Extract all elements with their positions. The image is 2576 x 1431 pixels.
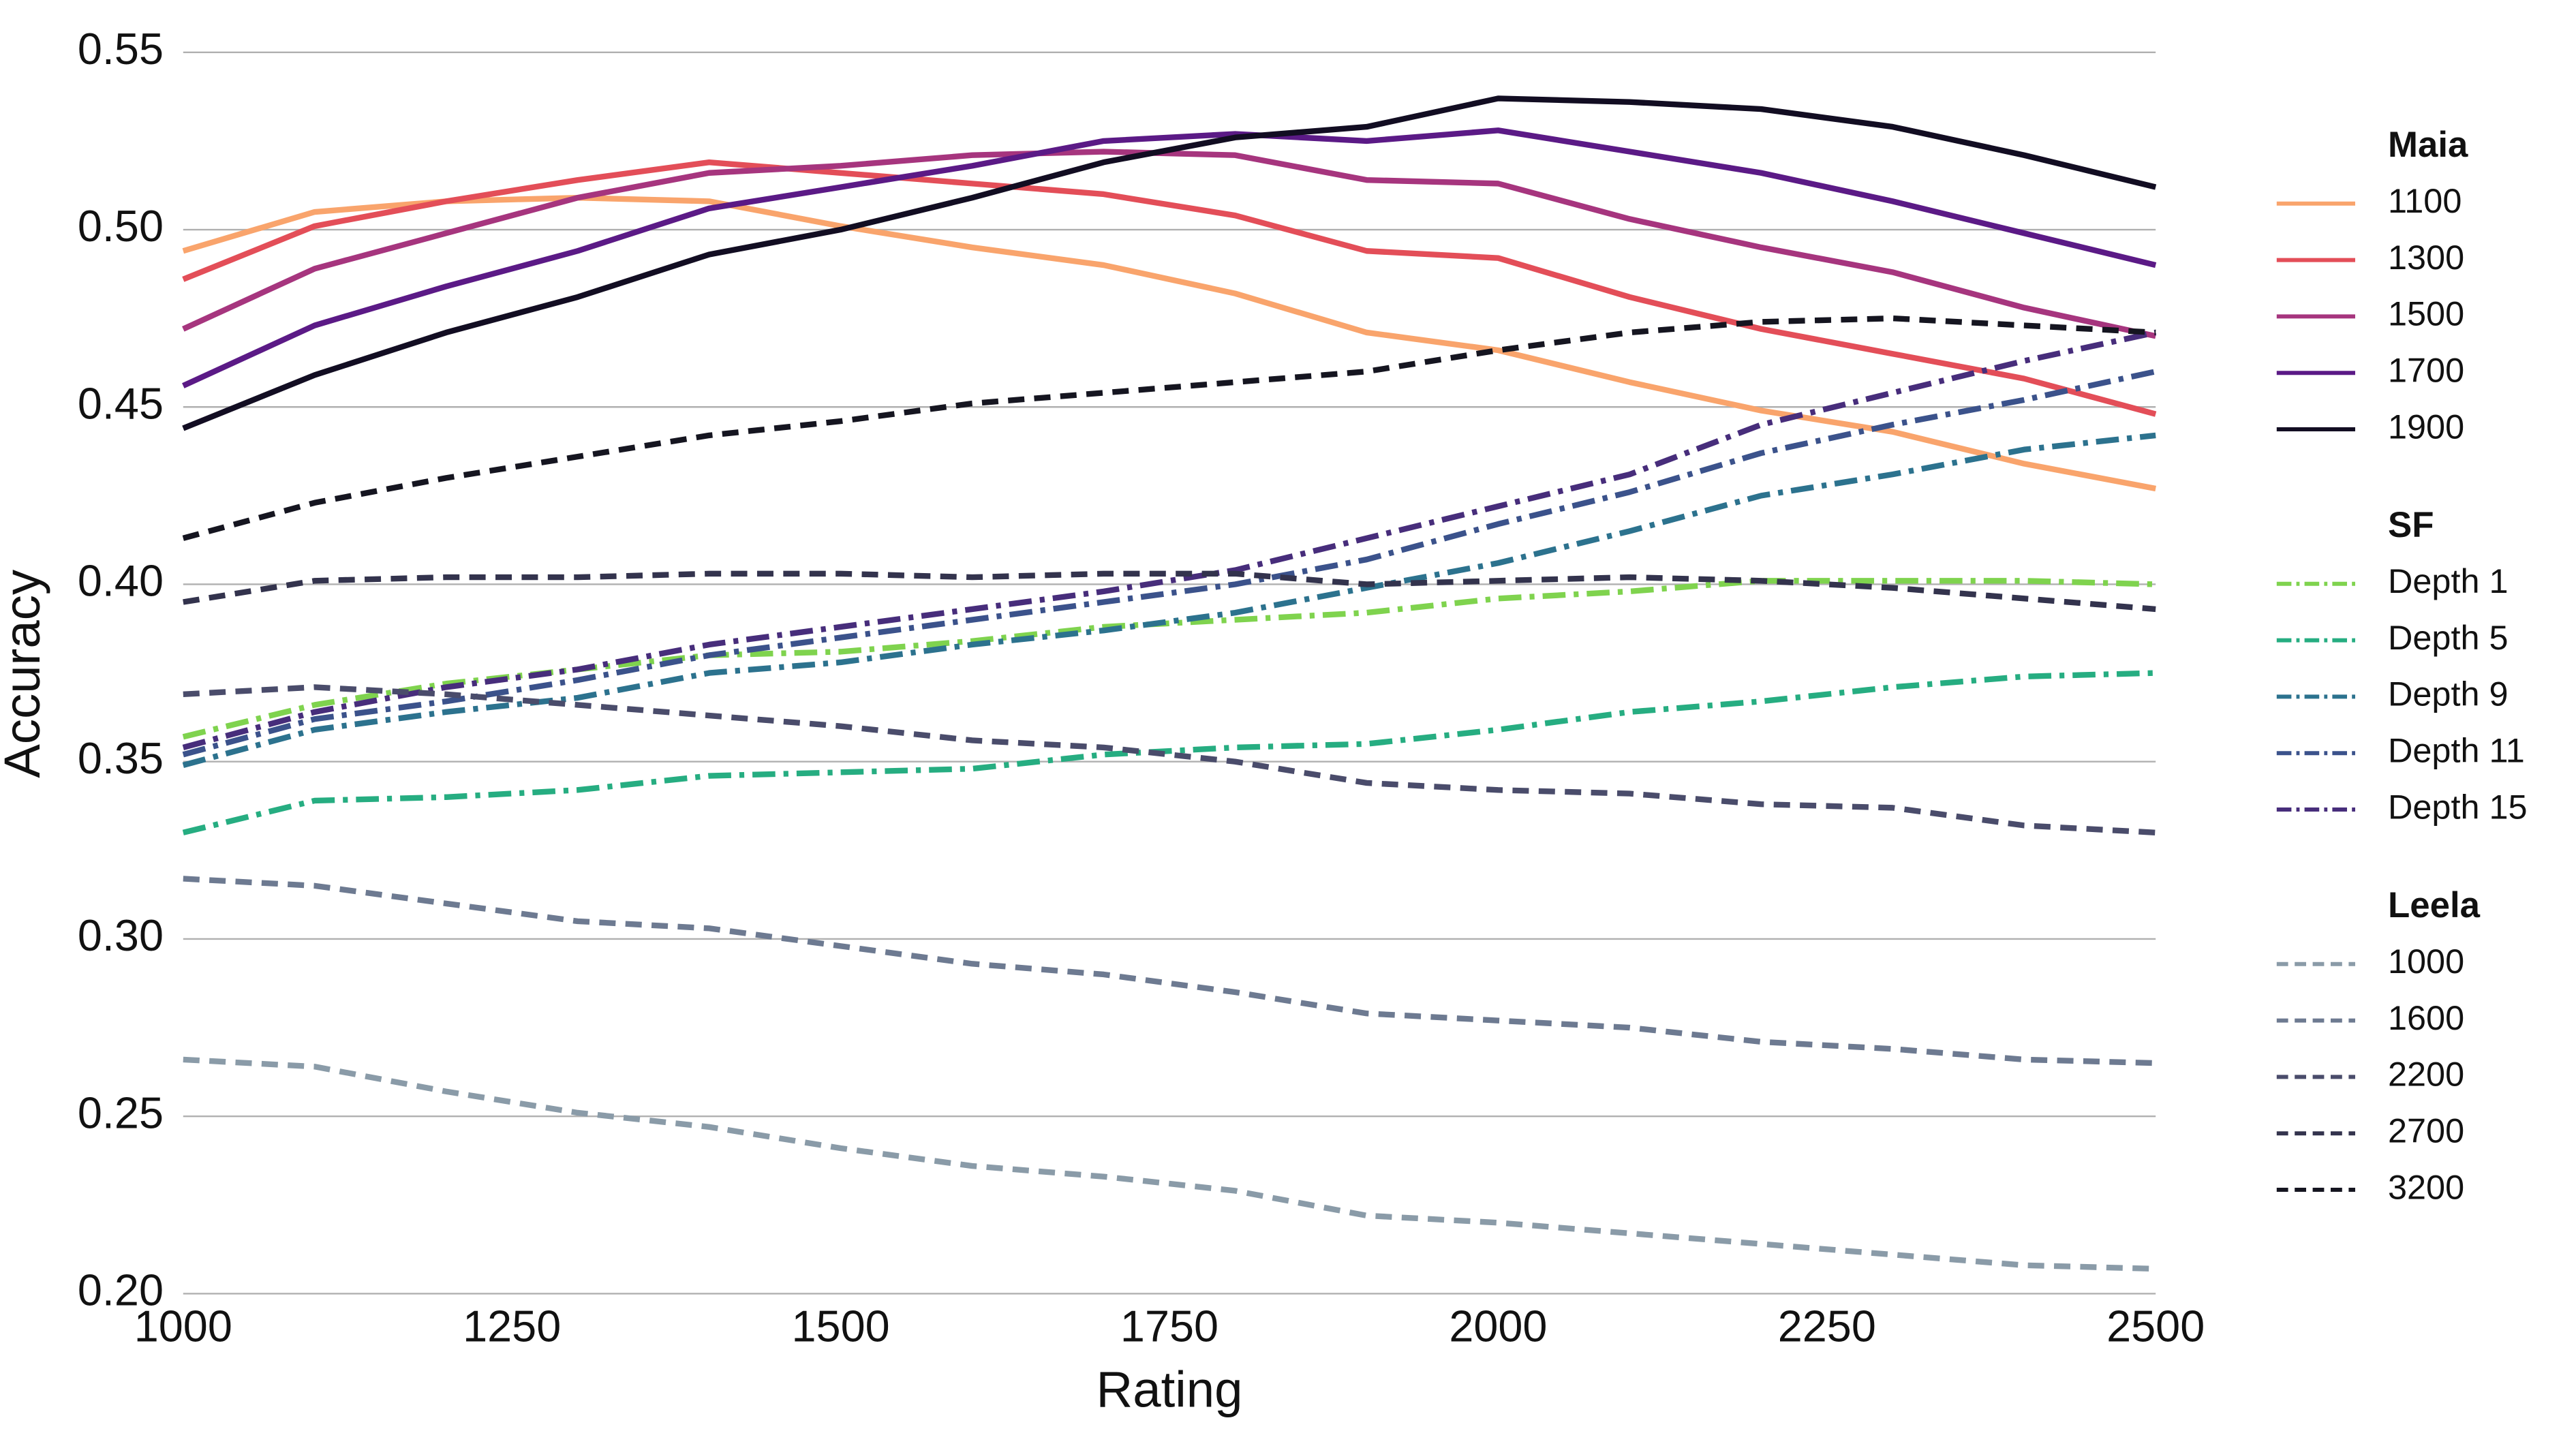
legend-label: Depth 15 [2388, 787, 2528, 826]
legend-label: 1000 [2388, 942, 2464, 981]
y-tick-label: 0.30 [78, 910, 164, 960]
y-tick-label: 0.45 [78, 378, 164, 428]
legend-group-title: SF [2388, 505, 2434, 545]
legend-label: 1600 [2388, 998, 2464, 1037]
legend-label: Depth 9 [2388, 675, 2509, 713]
legend-label: Depth 5 [2388, 618, 2509, 657]
legend-label: 1100 [2388, 181, 2462, 220]
series-line [182, 159, 2157, 417]
x-tick-label: 2250 [1778, 1301, 1876, 1351]
y-tick-label: 0.20 [78, 1265, 164, 1315]
legend-label: 1300 [2388, 238, 2464, 277]
series-line [183, 876, 2156, 1066]
series-line [182, 149, 2157, 339]
legend-group-title: Leela [2388, 885, 2481, 925]
x-tick-label: 2000 [1449, 1301, 1547, 1351]
y-tick-label: 0.50 [78, 201, 164, 251]
y-axis-label: Accuracy [0, 569, 50, 778]
x-tick-label: 1500 [792, 1301, 890, 1351]
legend-label: 1900 [2388, 407, 2464, 446]
y-tick-label: 0.40 [78, 556, 164, 606]
x-tick-label: 2500 [2106, 1301, 2205, 1351]
series-line [183, 1056, 2156, 1272]
legend-label: 3200 [2388, 1167, 2464, 1206]
series-line [182, 432, 2156, 768]
series-line [182, 578, 2156, 740]
x-axis-label: Rating [1096, 1361, 1242, 1417]
series-line [182, 127, 2157, 388]
legend-label: 1500 [2388, 294, 2464, 333]
series-line [182, 194, 2156, 492]
x-tick-label: 1000 [134, 1301, 232, 1351]
legend-label: Depth 11 [2388, 731, 2525, 770]
x-tick-label: 1250 [463, 1301, 561, 1351]
legend-label: 2700 [2388, 1111, 2464, 1150]
y-tick-label: 0.55 [78, 24, 164, 74]
series-line [182, 95, 2157, 431]
series-line [182, 670, 2156, 835]
y-tick-label: 0.35 [78, 733, 164, 783]
legend-group-title: Maia [2388, 125, 2468, 165]
legend-label: 2200 [2388, 1055, 2464, 1094]
series-line [183, 684, 2156, 836]
y-tick-label: 0.25 [78, 1088, 164, 1137]
x-tick-label: 1750 [1120, 1301, 1218, 1351]
series-line [182, 315, 2156, 541]
legend-label: 1700 [2388, 351, 2464, 390]
legend-label: Depth 1 [2388, 561, 2509, 600]
series-line [182, 329, 2157, 750]
